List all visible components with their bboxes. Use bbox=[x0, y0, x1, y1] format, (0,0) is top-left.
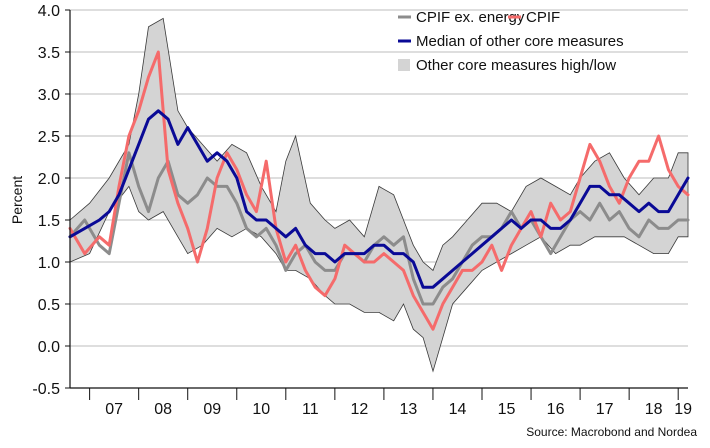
y-axis-label: Percent bbox=[9, 176, 25, 224]
y-tick-label-1: 3.5 bbox=[38, 45, 60, 62]
axes bbox=[65, 9, 688, 400]
x-tick-label-2: 09 bbox=[203, 401, 221, 418]
source-note: Source: Macrobond and Nordea bbox=[526, 425, 697, 439]
series-1-line bbox=[68, 50, 690, 331]
y-tick-label-7: 0.5 bbox=[38, 297, 60, 314]
x-tick-label-10: 17 bbox=[596, 401, 614, 418]
y-tick-labels: 4.0 3.5 3.0 2.5 2.0 1.5 1.0 0.5 0.0 -0.5 bbox=[32, 3, 60, 398]
y-tick-label-6: 1.0 bbox=[38, 255, 60, 272]
series-0-line bbox=[68, 151, 690, 306]
y-tick-label-0: 4.0 bbox=[38, 3, 60, 20]
x-tick-labels: 07 08 09 10 11 12 13 14 15 16 17 18 19 bbox=[105, 401, 692, 418]
x-tick-label-7: 14 bbox=[449, 401, 467, 418]
y-tick-label-4: 2.0 bbox=[38, 171, 60, 188]
legend-label-3: Other core measures high/low bbox=[416, 57, 616, 74]
x-tick-label-8: 15 bbox=[498, 401, 516, 418]
legend: CPIF ex. energy CPIF Median of other core … bbox=[398, 9, 624, 74]
legend-label-0: CPIF ex. energy bbox=[416, 9, 525, 26]
legend-swatch-3 bbox=[398, 59, 410, 71]
y-tick-label-3: 2.5 bbox=[38, 129, 60, 146]
x-tick-label-0: 07 bbox=[105, 401, 123, 418]
y-tick-label-9: -0.5 bbox=[32, 381, 60, 398]
y-tick-label-5: 1.5 bbox=[38, 213, 60, 230]
x-tick-label-9: 16 bbox=[547, 401, 565, 418]
x-tick-label-6: 13 bbox=[400, 401, 418, 418]
x-tick-label-4: 11 bbox=[302, 401, 319, 418]
x-tick-label-12: 19 bbox=[674, 401, 692, 418]
x-tick-label-5: 12 bbox=[350, 401, 368, 418]
y-tick-label-2: 3.0 bbox=[38, 87, 60, 104]
y-tick-label-8: 0.0 bbox=[38, 339, 60, 356]
x-tick-label-11: 18 bbox=[645, 401, 663, 418]
series-layer bbox=[68, 50, 690, 331]
legend-label-2: Median of other core measures bbox=[416, 33, 624, 50]
x-tick-label-1: 08 bbox=[154, 401, 172, 418]
series-2-line bbox=[68, 109, 690, 289]
x-tick-label-3: 10 bbox=[252, 401, 270, 418]
legend-label-1: CPIF bbox=[526, 9, 560, 26]
